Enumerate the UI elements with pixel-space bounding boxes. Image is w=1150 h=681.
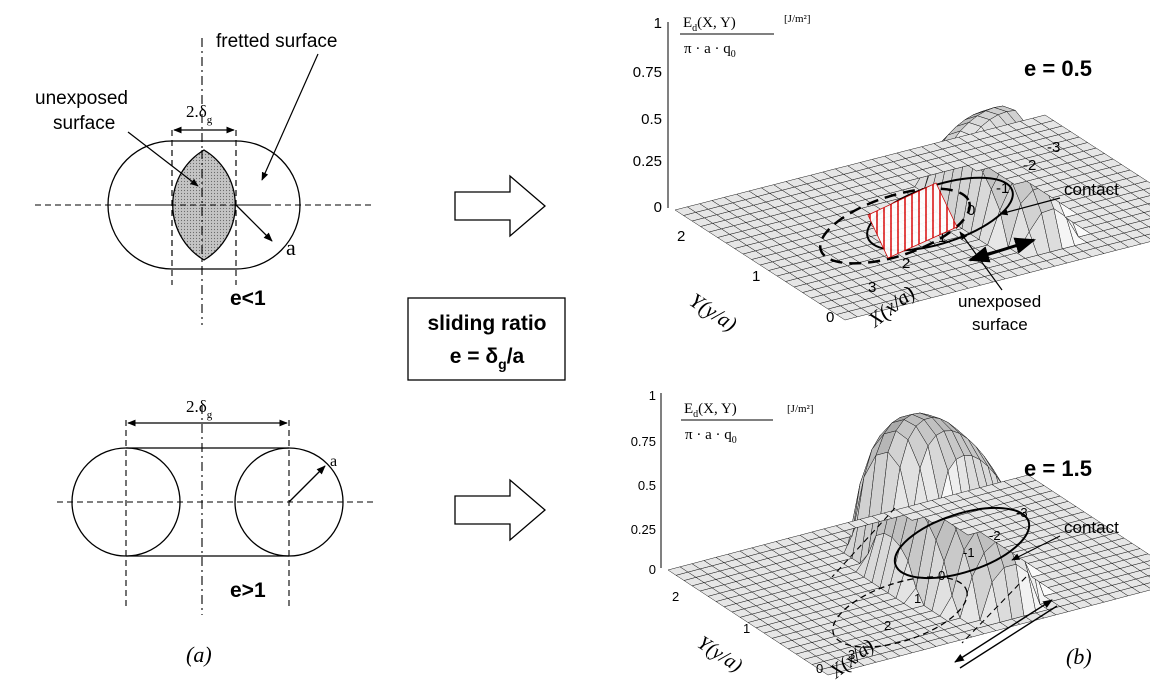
- panel-a-top-diagram: 2.δg a fretted surface unexposed surface…: [35, 31, 375, 325]
- e-value-label: e = 1.5: [1024, 456, 1092, 481]
- energy-plot-e-0-5: 1 0.75 0.5 0.25 0 2 1 0 Y(y/a) X(x/a) -3…: [633, 13, 1150, 336]
- z-tick: 1: [649, 388, 656, 403]
- delta-label: 2.δg: [186, 397, 213, 421]
- z-tick: 0: [649, 562, 656, 577]
- y-axis-label: Y(y/a): [685, 288, 741, 336]
- x-tick: -2: [1023, 157, 1036, 174]
- z-tick: 0.5: [641, 111, 662, 128]
- contact-label: contact: [1064, 518, 1119, 537]
- x-tick: 3: [868, 279, 876, 296]
- radius-arrow: [235, 204, 273, 242]
- x-tick: -2: [989, 528, 1001, 543]
- arrow-bottom-right: [454, 478, 546, 542]
- unexposed-label-line1: unexposed: [958, 292, 1041, 311]
- unexposed-surface-region: [867, 182, 958, 259]
- x-tick: 0: [967, 202, 975, 219]
- fretted-surface-pointer: [261, 53, 319, 181]
- unexposed-pointer: [127, 131, 199, 187]
- sliding-direction-arrow: [954, 599, 1053, 663]
- contact-ellipse: [893, 506, 1031, 580]
- z-axis-formula: Ed(X, Y) π · a · q0 [J/m²]: [681, 401, 814, 446]
- y-tick: 0: [816, 661, 823, 676]
- caption-a: (a): [186, 642, 212, 667]
- z-tick-labels: 1 0.75 0.5 0.25 0: [633, 15, 662, 216]
- unexposed-label-line2: surface: [53, 113, 115, 134]
- x-tick: -1: [963, 545, 975, 560]
- z-unit: [J/m²]: [787, 403, 814, 415]
- mesh-cell: [1015, 474, 1037, 484]
- x-tick: 2: [884, 618, 891, 633]
- z-tick: 1: [654, 15, 662, 32]
- y-tick: 1: [752, 268, 760, 285]
- x-tick: 2: [902, 255, 910, 272]
- sliding-ratio-title: sliding ratio: [427, 312, 546, 335]
- unexposed-pointer: [959, 231, 1003, 291]
- fretted-surface-outline: [107, 140, 301, 270]
- z-tick: 0.75: [633, 64, 662, 81]
- x-tick: 1: [914, 591, 921, 606]
- e-value-label: e = 0.5: [1024, 56, 1092, 81]
- sliding-direction-arrow: [967, 237, 1037, 263]
- y-tick: 2: [672, 589, 679, 604]
- center-annotation: sliding ratio e = δg/a: [407, 174, 566, 542]
- z-tick: 0.25: [633, 153, 662, 170]
- y-tick-labels: 2 1 0: [677, 228, 834, 326]
- y-tick: 2: [677, 228, 685, 245]
- unexposed-label-line1: unexposed: [35, 88, 128, 109]
- shifted-contact-ellipse: [832, 576, 968, 648]
- z-axis-formula: Ed(X, Y) π · a · q0 [J/m²]: [680, 13, 811, 60]
- caption-b: (b): [1066, 644, 1092, 669]
- svg-text:π · a · q0: π · a · q0: [684, 41, 736, 60]
- y-axis-label: Y(y/a): [693, 632, 746, 677]
- fretted-surface-label: fretted surface: [216, 31, 337, 52]
- z-tick: 0: [654, 199, 662, 216]
- radius-label: a: [330, 453, 337, 470]
- contact-pointer: [999, 197, 1061, 216]
- svg-text:π · a · q0: π · a · q0: [685, 427, 737, 446]
- x-tick: 0: [938, 568, 945, 583]
- x-tick: -1: [996, 180, 1009, 197]
- radius-label: a: [286, 235, 296, 260]
- arrow-top-right: [454, 174, 546, 238]
- radius-arrow: [288, 465, 326, 503]
- z-tick: 0.75: [631, 434, 656, 449]
- y-tick: 0: [826, 309, 834, 326]
- energy-plot-e-1-5: 1 0.75 0.5 0.25 0 2 1 0 Y(y/a) X(x/a) -3…: [631, 388, 1150, 681]
- delta-label: 2.δg: [186, 102, 213, 126]
- svg-text:Ed(X, Y): Ed(X, Y): [684, 401, 737, 420]
- contact-label: contact: [1064, 180, 1119, 199]
- contact-pointer: [1011, 535, 1061, 561]
- unexposed-label-line2: surface: [972, 315, 1028, 334]
- x-tick: -3: [1047, 139, 1060, 156]
- sliding-ratio-box: [407, 297, 566, 381]
- y-tick: 1: [743, 621, 750, 636]
- x-tick: 3: [848, 647, 855, 662]
- y-tick-labels: 2 1 0: [672, 589, 823, 676]
- plot1-energy-mesh: [674, 105, 1150, 321]
- plot2-energy-mesh: [667, 412, 1150, 676]
- z-tick: 0.5: [638, 478, 656, 493]
- z-tick: 0.25: [631, 522, 656, 537]
- sliding-ratio-formula: e = δg/a: [450, 345, 525, 372]
- shifted-contact-ellipse: [818, 187, 972, 265]
- regime-label-e-greater-1: e>1: [230, 579, 266, 602]
- mesh-cell: [1032, 114, 1055, 124]
- regime-label-e-less-1: e<1: [230, 287, 266, 310]
- z-unit: [J/m²]: [784, 13, 811, 25]
- svg-text:Ed(X, Y): Ed(X, Y): [683, 15, 736, 34]
- z-tick-labels: 1 0.75 0.5 0.25 0: [631, 388, 656, 577]
- panel-a-bottom-diagram: 2.δg a e>1: [57, 397, 375, 615]
